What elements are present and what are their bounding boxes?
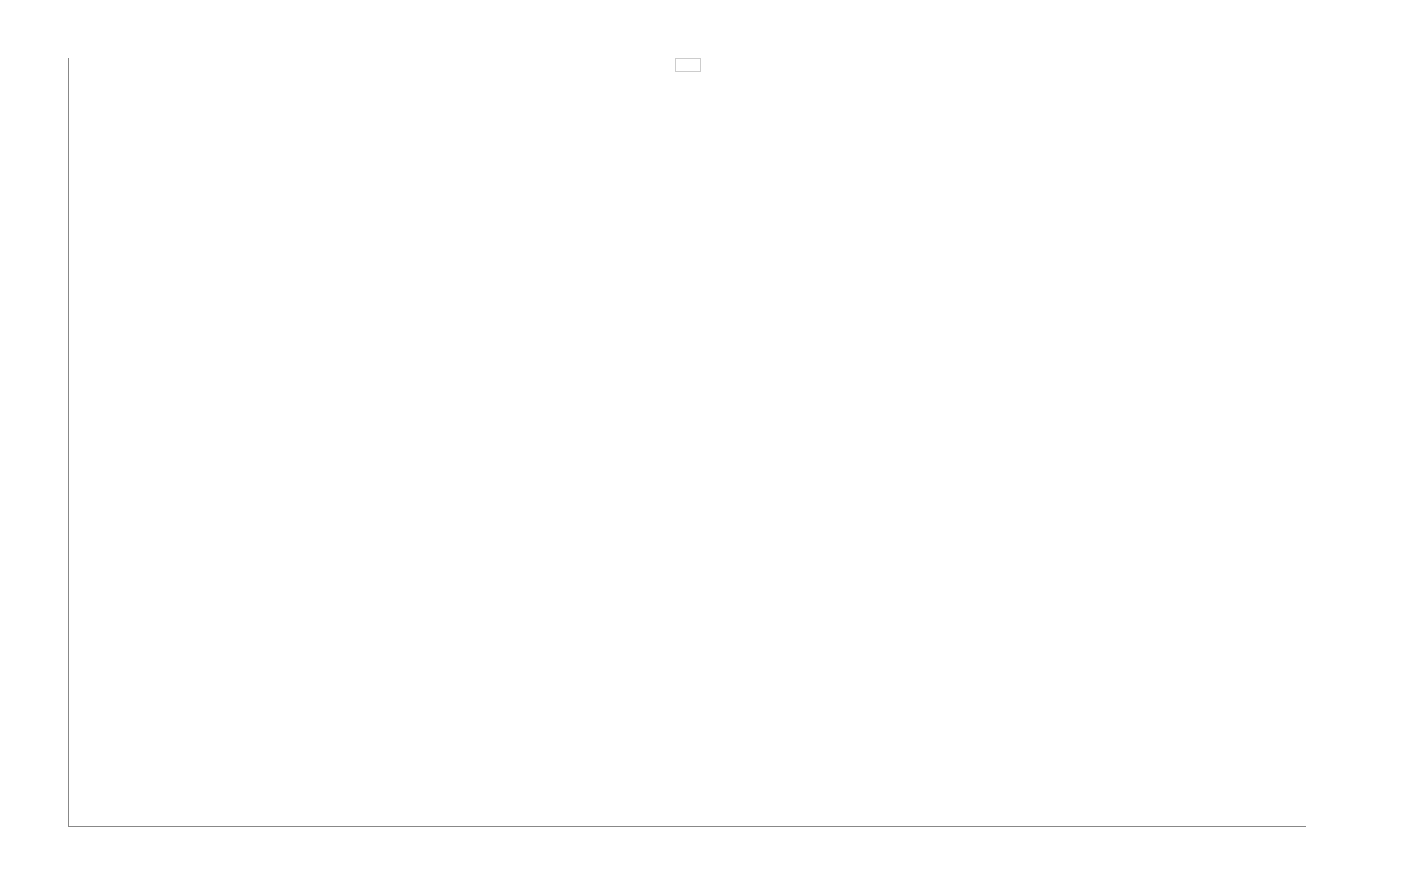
chart-container <box>20 48 1386 872</box>
correlation-legend <box>675 58 701 72</box>
plot-area <box>68 58 1306 827</box>
trend-lines <box>69 58 369 208</box>
